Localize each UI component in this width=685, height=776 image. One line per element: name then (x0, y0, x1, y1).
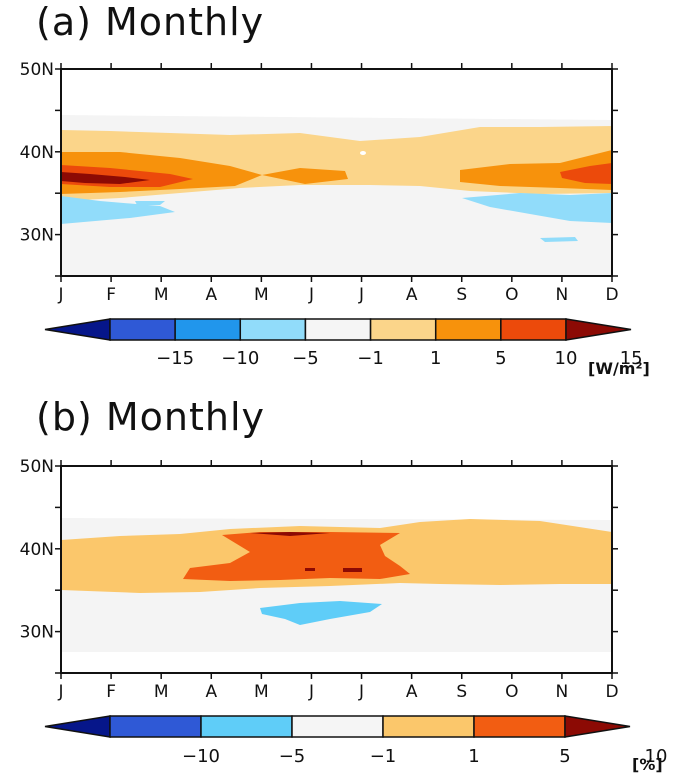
panel-a-xtick-label: D (605, 285, 618, 305)
panel-a-colorbar-swatch (174, 318, 242, 341)
panel-a-colorbar-swatch (500, 318, 567, 341)
panel-b-frame (60, 465, 613, 674)
panel-b-axes: J F M A M J J A S O N D 50N 40N 30N (20, 457, 619, 702)
panel-a-colorbar-tick: −1 (357, 348, 384, 369)
panel-a-colorbar: −15 −10 −5 −1 1 5 10 15 (44, 318, 643, 369)
panel-a-colorbar-tick: 5 (495, 348, 506, 369)
panel-a-level-10-15-east (560, 163, 612, 184)
panel-b-shading (61, 466, 612, 673)
panel-b-xtick-label: D (605, 682, 618, 702)
panel-a-xtick-label: M (254, 285, 269, 305)
panel-b-colorbar-tick: −5 (279, 746, 306, 767)
panel-a-xtick-label: J (358, 285, 364, 305)
panel-b-colorbar-tick: 5 (559, 746, 570, 767)
panel-b-colorbar-swatch (382, 715, 475, 738)
panel-b-colorbar-tick: 1 (468, 746, 479, 767)
panel-a-ytick-label: 30N (20, 226, 54, 246)
panel-b-ytick-label: 30N (20, 623, 54, 643)
panel-a-xtick-label: J (308, 285, 314, 305)
panel-a-level-neg-1-5-east (462, 193, 612, 223)
panel-b-colorbar-swatch (291, 715, 384, 738)
panel-a-colorbar-swatch (239, 318, 307, 341)
panel-b-colorbar-tick: −1 (370, 746, 397, 767)
panel-b-colorbar-tick: −10 (182, 746, 220, 767)
panel-b-level-above-10-north (250, 532, 330, 536)
panel-a-colorbar-max-arrow (565, 318, 632, 341)
panel-b-colorbar: −10 −5 −1 1 5 10 (44, 715, 668, 767)
panel-a-xtick-label: A (406, 285, 418, 305)
panel-a-xtick-label: A (205, 285, 217, 305)
panel-b-colorbar-min-arrow (44, 715, 111, 738)
panel-a-unit: [W/m²] (588, 359, 650, 378)
panel-a-colorbar-swatch (304, 318, 372, 341)
panel-b-xtick-label: A (205, 682, 217, 702)
panel-a-colorbar-tick: 1 (430, 348, 441, 369)
panel-a-level-neg-1-5-west (61, 196, 175, 224)
panel-b-xtick-label: N (556, 682, 569, 702)
panel-a-axes: J F M A M J J A S O N D 50N 40N 30N (20, 60, 619, 305)
panel-b-level-neg-1-5 (260, 601, 382, 625)
panel-a-colorbar-swatch (109, 318, 176, 341)
panel-a-colorbar-swatch (434, 318, 502, 341)
panel-a-xtick-label: J (57, 285, 63, 305)
panel-b-xtick-label: S (456, 682, 467, 702)
panel-a-xtick-label: O (505, 285, 518, 305)
panel-a-colorbar-tick: −15 (156, 348, 194, 369)
panel-a-xtick-label: N (556, 285, 569, 305)
panel-a-title: (a) Monthly (36, 0, 265, 44)
panel-a-colorbar-tick: −10 (221, 348, 259, 369)
panel-a-ytick-label: 40N (20, 143, 54, 163)
panel-a-colorbar-min-arrow (44, 318, 111, 341)
panel-b-xtick-label: J (308, 682, 314, 702)
panel-a-xtick-label: M (154, 285, 169, 305)
panel-a-ytick-label: 50N (20, 60, 54, 80)
panel-a-level-5-10-mid (262, 168, 348, 184)
panel-a-level-above-15 (61, 172, 150, 184)
panel-a-xtick-label: F (106, 285, 116, 305)
panel-b-xtick-label: J (358, 682, 364, 702)
panel-b-level-above-10-center (343, 568, 362, 572)
panel-a-white-spot (360, 151, 366, 155)
panel-b-ytick-label: 40N (20, 540, 54, 560)
panel-a-level-neg-1-5-small (135, 201, 165, 205)
panel-a-colorbar-tick: 10 (555, 348, 578, 369)
panel-b-xtick-label: M (254, 682, 269, 702)
panel-b-colorbar-swatch (109, 715, 202, 738)
panel-b-ytick-label: 50N (20, 457, 54, 477)
panel-a-level-neg-1-5-small-east (540, 237, 578, 242)
panel-b-xtick-label: A (406, 682, 418, 702)
panel-b-xtick-label: O (505, 682, 518, 702)
panel-b-colorbar-tick: 10 (645, 746, 668, 767)
panel-b-title: (b) Monthly (36, 395, 265, 439)
panel-a-frame (60, 68, 613, 277)
panel-a-xtick-label: S (456, 285, 467, 305)
panel-a-colorbar-tick: 15 (620, 348, 643, 369)
panel-a-colorbar-tick: −5 (292, 348, 319, 369)
panel-b-unit: [%] (632, 755, 663, 774)
panel-b-colorbar-max-arrow (564, 715, 631, 738)
panel-b-xtick-label: M (154, 682, 169, 702)
panel-a-colorbar-swatch (369, 318, 437, 341)
panel-a-shading (61, 69, 612, 276)
panel-b-level-above-10-dot (305, 568, 315, 571)
panel-b-xtick-label: F (106, 682, 116, 702)
panel-b-colorbar-swatch (473, 715, 566, 738)
panel-b-colorbar-swatch (200, 715, 293, 738)
panel-b-xtick-label: J (57, 682, 63, 702)
